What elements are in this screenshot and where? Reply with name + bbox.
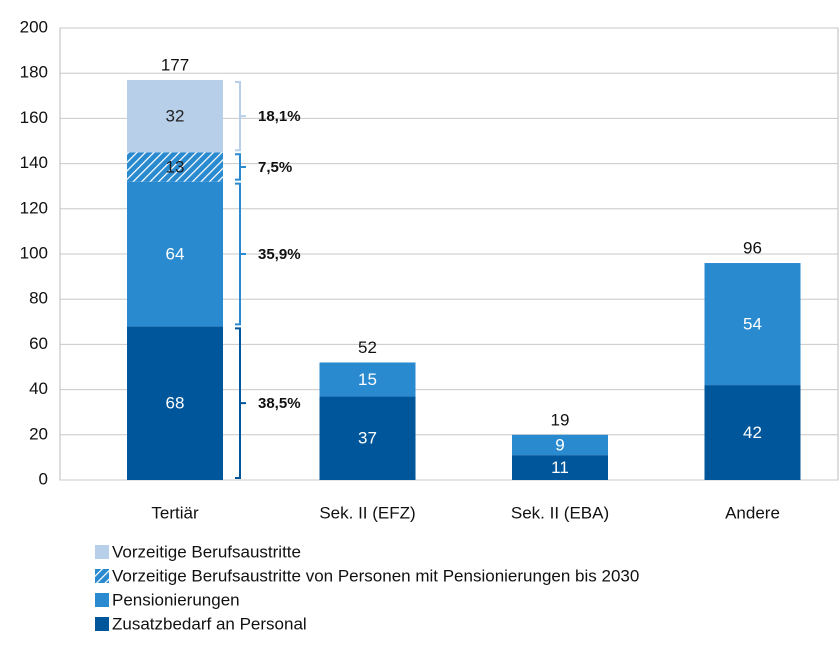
value-label: 13 bbox=[166, 157, 185, 176]
y-tick-label: 40 bbox=[29, 379, 48, 398]
x-tick-label: Sek. II (EFZ) bbox=[319, 503, 415, 522]
legend-label: Pensionierungen bbox=[112, 590, 240, 609]
value-label: 9 bbox=[555, 435, 564, 454]
bar-segment bbox=[512, 434, 608, 456]
y-tick-label: 20 bbox=[29, 424, 48, 443]
total-label: 96 bbox=[743, 239, 762, 258]
bar-segment bbox=[127, 181, 223, 327]
legend-swatch bbox=[95, 593, 109, 607]
bar-segment bbox=[319, 362, 416, 397]
value-label: 37 bbox=[358, 429, 377, 448]
legend-label: Vorzeitige Berufsaustritte von Personen … bbox=[112, 566, 639, 585]
total-label: 177 bbox=[161, 55, 189, 74]
share-bracket bbox=[235, 182, 246, 326]
x-tick-label: Andere bbox=[725, 503, 780, 522]
value-label: 64 bbox=[166, 244, 185, 263]
share-bracket bbox=[235, 80, 246, 152]
y-tick-label: 100 bbox=[20, 243, 48, 262]
legend-swatch bbox=[95, 569, 109, 583]
y-tick-label: 160 bbox=[20, 108, 48, 127]
value-label: 15 bbox=[358, 370, 377, 389]
bar-segment bbox=[127, 152, 223, 182]
y-tick-label: 180 bbox=[20, 63, 48, 82]
bar-segment bbox=[512, 455, 608, 480]
value-label: 32 bbox=[166, 107, 185, 126]
value-label: 42 bbox=[743, 423, 762, 442]
y-tick-label: 200 bbox=[20, 17, 48, 36]
bar-segment bbox=[704, 385, 801, 480]
total-label: 19 bbox=[551, 410, 570, 429]
y-tick-label: 60 bbox=[29, 334, 48, 353]
legend-swatch bbox=[95, 617, 109, 631]
y-tick-label: 140 bbox=[20, 153, 48, 172]
share-bracket bbox=[235, 153, 246, 181]
bar-segment bbox=[127, 79, 223, 153]
bar-segment bbox=[704, 263, 801, 386]
share-label: 38,5% bbox=[258, 395, 301, 412]
total-label: 52 bbox=[358, 338, 377, 357]
value-label: 68 bbox=[166, 394, 185, 413]
y-tick-label: 0 bbox=[39, 469, 48, 488]
y-tick-label: 120 bbox=[20, 198, 48, 217]
share-bracket bbox=[235, 327, 246, 479]
bar-segment bbox=[127, 326, 223, 480]
bar-segment bbox=[319, 396, 416, 480]
share-label: 18,1% bbox=[258, 108, 301, 125]
x-tick-label: Sek. II (EBA) bbox=[511, 503, 609, 522]
legend-label: Zusatzbedarf an Personal bbox=[112, 614, 307, 633]
y-tick-label: 80 bbox=[29, 289, 48, 308]
legend-swatch bbox=[95, 545, 109, 559]
x-tick-label: Tertiär bbox=[151, 503, 199, 522]
share-label: 7,5% bbox=[258, 159, 292, 176]
value-label: 54 bbox=[743, 315, 762, 334]
value-label: 11 bbox=[551, 458, 569, 477]
share-label: 35,9% bbox=[258, 246, 301, 263]
legend-label: Vorzeitige Berufsaustritte bbox=[112, 542, 301, 561]
